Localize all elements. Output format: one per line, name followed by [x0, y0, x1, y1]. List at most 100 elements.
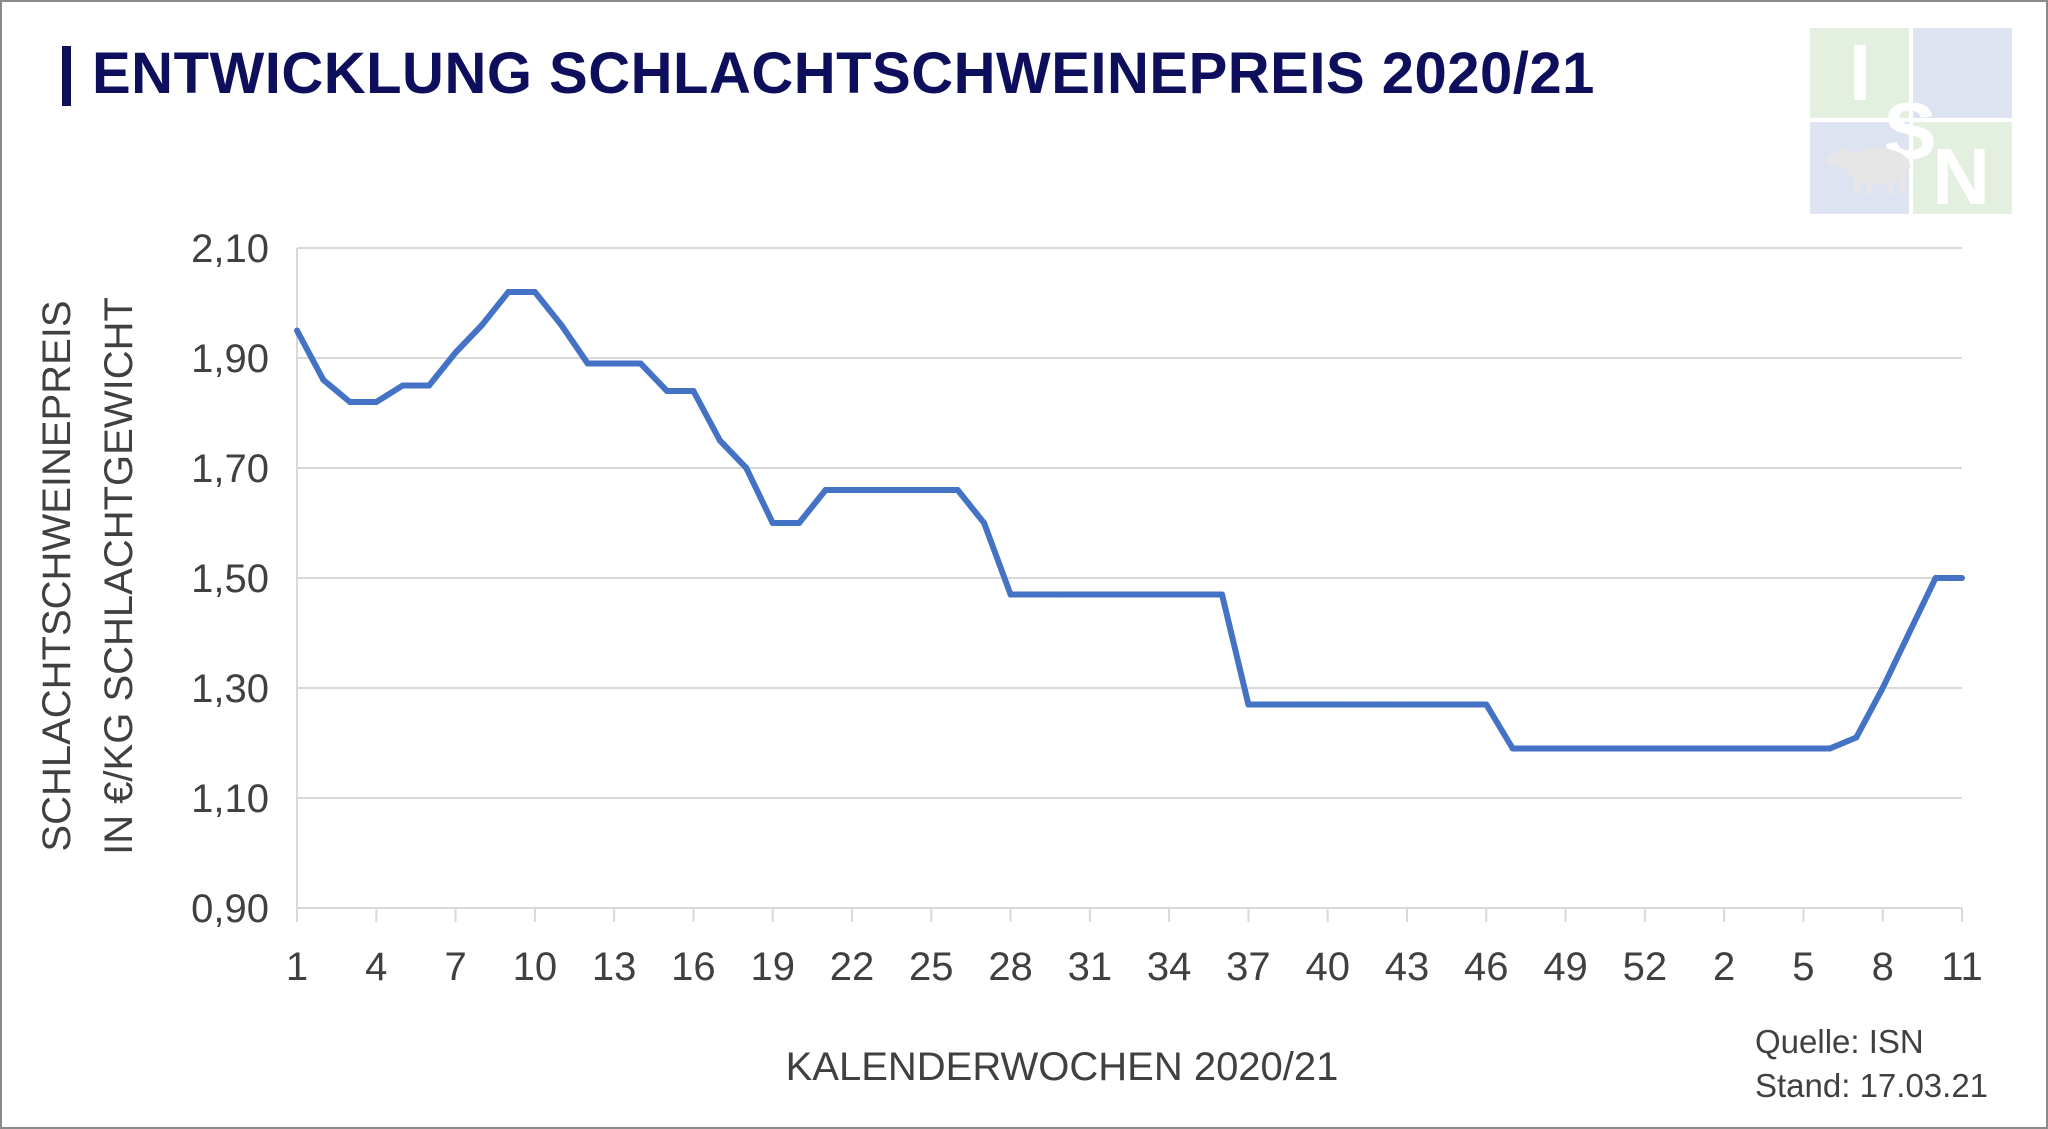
y-tick-label: 1,90 — [191, 337, 269, 381]
data-point — [743, 465, 750, 471]
data-point — [1668, 745, 1675, 752]
data-point — [1589, 745, 1595, 752]
series-line — [294, 289, 1962, 752]
isn-logo-graphic: I S N — [1810, 28, 2012, 221]
data-point — [1456, 701, 1463, 708]
y-tick-label: 0,90 — [191, 887, 269, 931]
x-tick-label: 5 — [1792, 945, 1814, 989]
logo-tile-br — [1913, 122, 2012, 214]
data-point — [1483, 701, 1490, 708]
data-point — [954, 487, 961, 493]
data-point — [690, 388, 697, 394]
x-tick-label: 37 — [1226, 945, 1271, 989]
x-tick-label: 16 — [671, 945, 716, 989]
x-tick-label: 49 — [1543, 945, 1588, 989]
x-tick-label: 46 — [1464, 945, 1509, 989]
y-tick-label: 1,50 — [191, 557, 269, 601]
data-point — [1721, 745, 1728, 752]
data-point — [1747, 745, 1754, 752]
data-point — [1694, 745, 1701, 752]
data-point — [426, 382, 433, 389]
x-tick-label: 1 — [286, 945, 308, 989]
data-point — [1562, 745, 1569, 752]
logo-letter-n: N — [1932, 132, 1990, 216]
x-tick-label: 10 — [513, 945, 558, 989]
x-tick-label: 25 — [909, 945, 954, 989]
x-tick-label: 2 — [1713, 945, 1735, 989]
data-points — [294, 289, 1965, 752]
data-point — [611, 360, 618, 367]
data-point — [1166, 591, 1173, 598]
data-point — [822, 487, 829, 493]
data-point — [1959, 575, 1965, 581]
data-point — [346, 399, 353, 405]
y-tick-label: 1,30 — [191, 667, 269, 711]
data-point — [584, 360, 591, 367]
x-tick-label: 43 — [1385, 945, 1430, 989]
data-point — [1219, 591, 1225, 598]
data-point — [1298, 701, 1305, 708]
x-tick-label: 13 — [592, 945, 637, 989]
chart-title: ENTWICKLUNG SCHLACHTSCHWEINEPREIS 2020/2… — [92, 41, 1595, 106]
x-tick-label: 4 — [365, 945, 387, 989]
data-point — [1879, 685, 1886, 691]
y-tick-label: 2,10 — [191, 227, 269, 271]
data-point — [769, 520, 776, 526]
x-tick-label: 7 — [444, 945, 466, 989]
data-point — [1774, 745, 1780, 752]
isn-logo: I S N — [1808, 26, 2014, 221]
data-point — [399, 382, 406, 389]
date-label: Stand: 17.03.21 — [1755, 1067, 1989, 1104]
source-note: Quelle: ISN Stand: 17.03.21 — [1755, 1020, 1988, 1108]
data-point — [479, 322, 485, 328]
data-point — [1430, 701, 1437, 708]
data-point — [1906, 630, 1913, 636]
data-point — [1324, 701, 1331, 708]
data-point — [664, 388, 670, 394]
data-point — [1034, 591, 1040, 598]
data-point — [531, 289, 538, 295]
data-point — [1086, 591, 1093, 598]
data-point — [1853, 734, 1860, 741]
data-point — [1377, 701, 1384, 708]
y-tick-label: 1,10 — [191, 777, 269, 821]
x-tick-label: 40 — [1305, 945, 1350, 989]
data-point — [1192, 591, 1199, 598]
x-tick-label: 11 — [1941, 945, 1983, 989]
y-tick-label: 1,70 — [191, 447, 269, 491]
data-point — [981, 520, 988, 526]
data-point — [716, 437, 723, 444]
data-point — [1615, 745, 1622, 752]
data-point — [1060, 591, 1067, 598]
data-point — [875, 487, 882, 493]
grid-layer — [296, 247, 1963, 922]
x-tick-labels: 1 4 7 10 13 16 19 22 25 28 31 34 37 40 43 46 49 52 2 5 8 11 — [286, 945, 1983, 989]
data-point — [1800, 745, 1807, 752]
x-axis-label: KALENDERWOCHEN 2020/21 — [786, 1045, 1339, 1089]
data-point — [1404, 701, 1410, 708]
data-point — [1536, 745, 1543, 752]
data-point — [901, 487, 908, 493]
data-point — [1932, 575, 1939, 581]
x-tick-label: 28 — [988, 945, 1033, 989]
x-tick-label: 19 — [750, 945, 795, 989]
y-axis-label-line2: IN €/KG SCHLACHTGEWICHT — [97, 297, 141, 855]
x-tick-label: 52 — [1623, 945, 1668, 989]
pig-icon — [1826, 148, 1910, 194]
logo-tile-tl — [1810, 28, 1909, 118]
x-tick-label: 22 — [830, 945, 875, 989]
data-point — [452, 349, 459, 356]
data-point — [1113, 591, 1120, 598]
data-point — [928, 487, 935, 493]
data-point — [558, 322, 565, 328]
data-point — [373, 399, 380, 405]
x-tick-label: 8 — [1872, 945, 1894, 989]
y-tick-labels: 0,90 1,10 1,30 1,50 1,70 1,90 2,10 — [191, 227, 269, 931]
data-point — [1245, 701, 1252, 708]
logo-letter-i: I — [1849, 28, 1871, 117]
x-tick-label: 31 — [1068, 945, 1113, 989]
source-label: Quelle: ISN — [1755, 1023, 1924, 1060]
data-point — [320, 377, 327, 383]
x-tick-label: 34 — [1147, 945, 1192, 989]
